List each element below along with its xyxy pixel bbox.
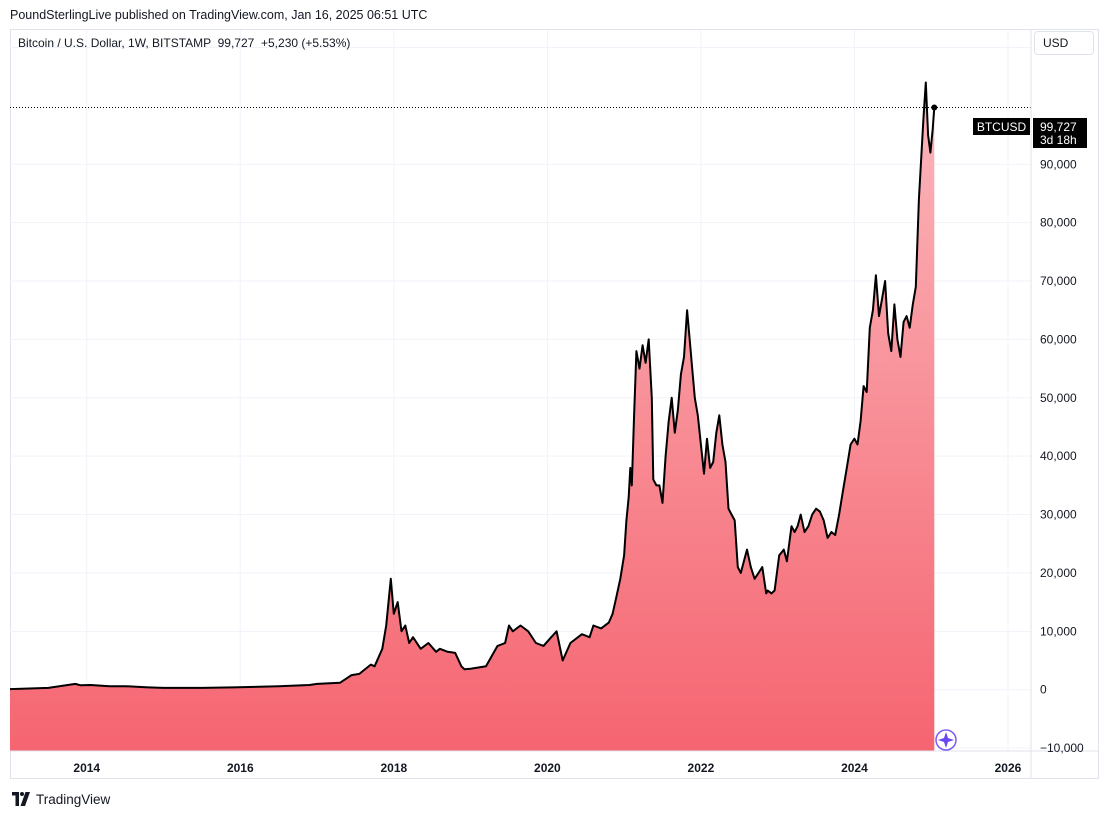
sparkle-icon[interactable] — [935, 729, 957, 751]
last-price-value: 99,727 — [217, 36, 255, 50]
currency-button[interactable]: USD — [1034, 31, 1094, 55]
x-tick-label: 2016 — [227, 761, 254, 775]
price-tag-countdown: 3d 18h — [1040, 133, 1077, 147]
footer-branding[interactable]: TradingView — [10, 789, 110, 809]
chart-legend[interactable]: Bitcoin / U.S. Dollar, 1W, BITSTAMP 99,7… — [18, 36, 350, 50]
chart-frame — [10, 29, 1099, 779]
y-tick-label: 90,000 — [1040, 157, 1077, 171]
time-axis[interactable]: 2014 2016 2018 2020 2022 2024 2026 — [73, 761, 1021, 775]
last-price-dot — [931, 104, 938, 111]
x-tick-label: 2024 — [841, 761, 868, 775]
symbol-tag-label: BTCUSD — [977, 120, 1027, 134]
price-area-fill — [10, 82, 935, 751]
x-tick-label: 2014 — [73, 761, 100, 775]
y-tick-label: 60,000 — [1040, 332, 1077, 346]
symbol-label: Bitcoin / U.S. Dollar, 1W, BITSTAMP — [18, 36, 211, 50]
price-change: +5,230 (+5.53%) — [261, 36, 351, 50]
y-tick-label: 20,000 — [1040, 566, 1077, 580]
publish-attribution: PoundSterlingLive published on TradingVi… — [10, 8, 428, 22]
y-tick-label: 80,000 — [1040, 216, 1077, 230]
y-tick-label: 10,000 — [1040, 624, 1077, 638]
y-tick-label: 50,000 — [1040, 391, 1077, 405]
tradingview-brand: TradingView — [36, 791, 111, 807]
price-line — [10, 81, 936, 691]
last-price-tag: BTCUSD 99,727 3d 18h — [973, 118, 1087, 148]
x-tick-label: 2018 — [380, 761, 407, 775]
y-tick-label: 0 — [1040, 683, 1047, 697]
x-tick-label: 2020 — [534, 761, 561, 775]
price-tag-value: 99,727 — [1040, 120, 1077, 134]
price-tag-bg — [1033, 118, 1087, 148]
tradingview-logo-icon — [12, 792, 30, 806]
y-tick-label: 30,000 — [1040, 508, 1077, 522]
y-tick-label: −10,000 — [1040, 741, 1084, 755]
x-tick-label: 2026 — [995, 761, 1022, 775]
y-tick-label: 70,000 — [1040, 274, 1077, 288]
x-tick-label: 2022 — [688, 761, 715, 775]
symbol-tag-bg — [973, 118, 1030, 135]
y-tick-label: 40,000 — [1040, 449, 1077, 463]
